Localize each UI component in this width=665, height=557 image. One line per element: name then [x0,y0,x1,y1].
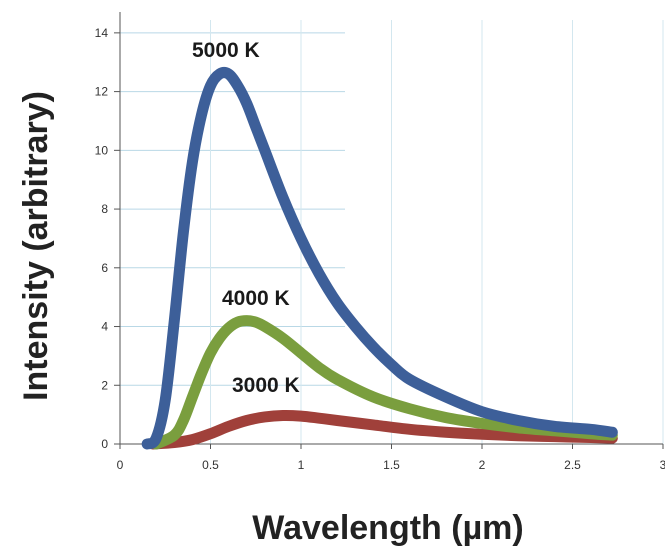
series-label-5000k: 5000 K [192,39,260,62]
y-tick-label: 0 [101,437,108,451]
series-label-3000k: 3000 K [232,374,300,397]
x-tick-label: 3 [660,458,665,472]
y-tick-label: 14 [95,26,109,40]
y-axis-title: Intensity (arbitrary) [17,91,55,401]
series-line-4000k [150,315,618,450]
y-tick-label: 2 [101,378,108,392]
y-tick-label: 4 [101,320,108,334]
x-tick-label: 1 [298,458,305,472]
y-tick-label: 6 [101,261,108,275]
y-tick-label: 12 [95,85,109,99]
series-line-5000k [141,67,618,450]
x-tick-label: 1.5 [383,458,400,472]
x-tick-label: 2 [479,458,486,472]
y-tick-label: 10 [95,143,109,157]
x-tick-label: 2.5 [564,458,581,472]
series-layer [141,67,618,450]
x-tick-label: 0 [117,458,124,472]
y-tick-labels: 0 2 4 6 8 10 12 14 [95,26,120,451]
y-tick-label: 8 [101,202,108,216]
x-axis-title: Wavelength (µm) [252,509,523,547]
series-label-4000k: 4000 K [222,287,290,310]
x-tick-labels: 0 0.5 1 1.5 2 2.5 3 [117,444,665,472]
series-line-3000k [147,409,618,450]
x-tick-label: 0.5 [202,458,219,472]
